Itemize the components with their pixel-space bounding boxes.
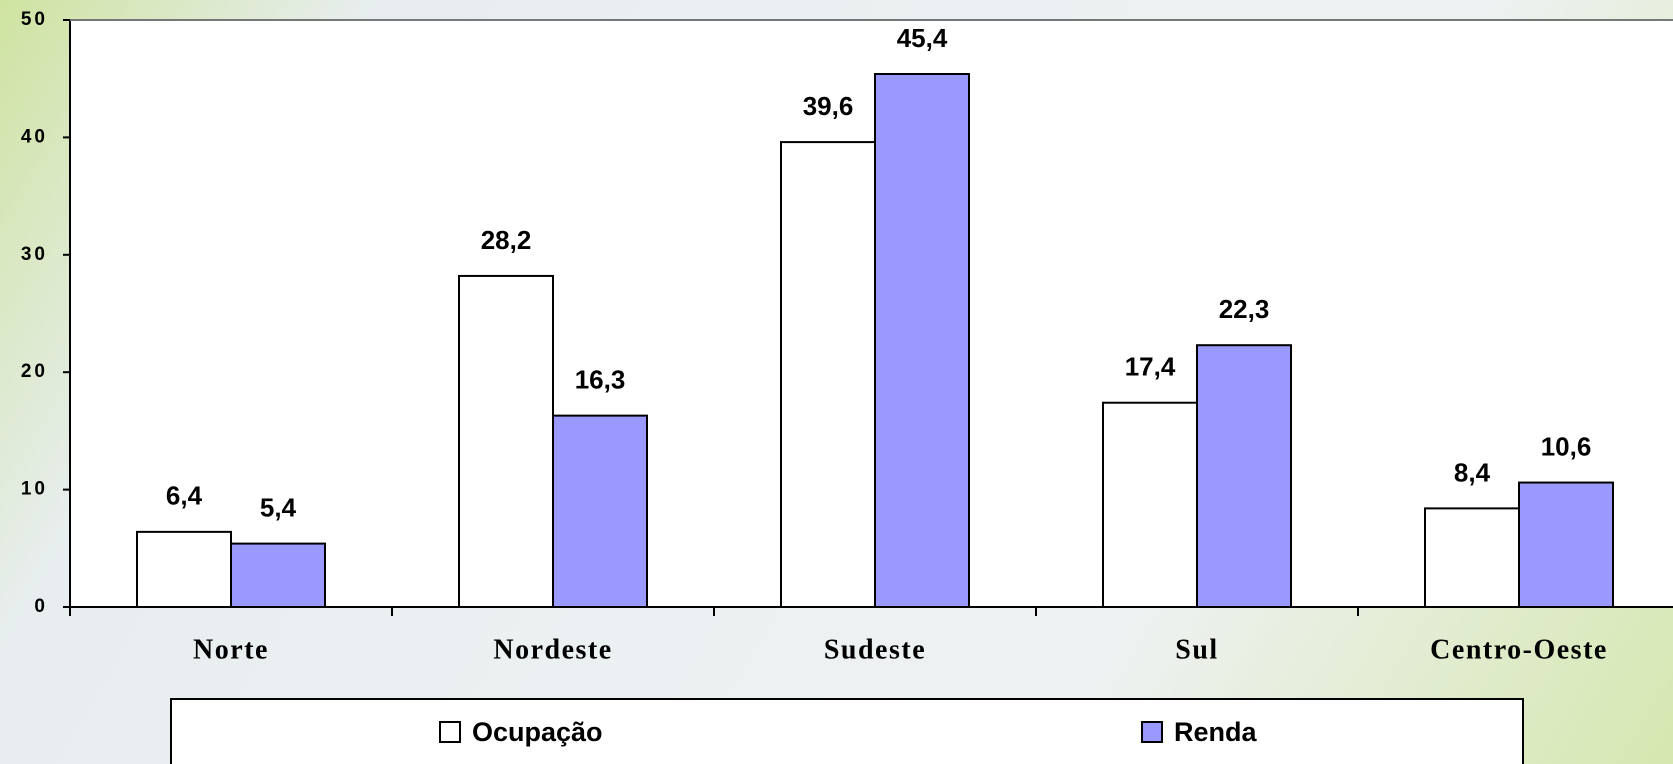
- value-label: 6,4: [166, 481, 203, 511]
- value-label: 10,6: [1541, 431, 1592, 461]
- bar: [1518, 481, 1614, 608]
- x-tick-label: Sul: [1175, 634, 1218, 665]
- y-tick-label: 0: [34, 596, 48, 617]
- bar: [1102, 401, 1198, 608]
- x-tick-label: Nordeste: [493, 634, 612, 665]
- value-label: 39,6: [803, 91, 854, 121]
- legend-label: Ocupação: [472, 717, 603, 747]
- bar: [458, 274, 554, 608]
- bar: [136, 530, 232, 609]
- value-label: 45,4: [897, 23, 948, 53]
- value-label: 8,4: [1454, 457, 1491, 487]
- y-tick-label: 50: [21, 9, 48, 30]
- x-tick-label: Sudeste: [824, 634, 926, 665]
- bar: [874, 73, 970, 608]
- x-tick-label: Centro-Oeste: [1430, 634, 1608, 665]
- bar: [780, 141, 876, 608]
- legend-swatch: [439, 721, 461, 743]
- value-label: 5,4: [260, 492, 297, 522]
- legend-box: [170, 698, 1524, 764]
- value-label: 28,2: [481, 225, 532, 255]
- legend-label: Renda: [1174, 717, 1258, 747]
- bar: [230, 542, 326, 609]
- value-label: 16,3: [575, 365, 626, 395]
- legend-swatch: [1141, 721, 1163, 743]
- y-tick-label: 10: [21, 479, 48, 500]
- x-tick-label: Norte: [193, 634, 269, 665]
- bar: [1424, 507, 1520, 608]
- y-tick-label: 30: [21, 244, 48, 265]
- value-label: 17,4: [1125, 352, 1176, 382]
- bar: [1196, 344, 1292, 608]
- y-tick-label: 20: [21, 361, 48, 382]
- value-label: 22,3: [1219, 294, 1270, 324]
- bar: [552, 414, 648, 608]
- y-tick-label: 40: [21, 126, 48, 147]
